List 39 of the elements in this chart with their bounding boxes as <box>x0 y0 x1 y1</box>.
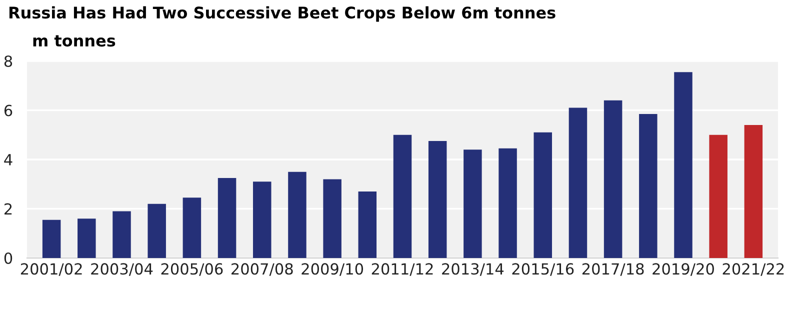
x-tick-label: 2003/04 <box>91 263 153 276</box>
bar <box>498 148 517 258</box>
bar <box>393 134 412 258</box>
bar <box>709 134 728 258</box>
bar <box>568 108 588 258</box>
bar <box>639 114 658 258</box>
bar <box>288 172 306 258</box>
x-tick-label: 2019/20 <box>652 263 714 276</box>
bar <box>112 211 131 258</box>
bar <box>182 198 202 258</box>
bar <box>534 132 552 258</box>
bar <box>464 150 482 258</box>
y-tick-label: 8 <box>4 55 12 68</box>
bar <box>253 182 272 258</box>
y-tick-label: 0 <box>4 252 12 264</box>
y-tick-label: 2 <box>4 203 12 215</box>
bar <box>218 178 236 258</box>
x-tick-label: 2017/18 <box>582 263 644 276</box>
chart-title: Russia Has Had Two Successive Beet Crops Below 6m tonnes <box>9 6 556 22</box>
bar <box>674 72 692 258</box>
bar <box>78 218 96 258</box>
bar <box>744 125 763 258</box>
bar <box>323 179 342 258</box>
x-tick-label: 2021/22 <box>722 263 784 276</box>
x-tick-label: 2009/10 <box>302 263 364 276</box>
bar <box>428 141 447 258</box>
y-tick-label: 6 <box>4 104 12 116</box>
y-tick-label: 4 <box>4 154 12 166</box>
x-tick-label: 2005/06 <box>161 263 223 276</box>
x-tick-label: 2011/12 <box>372 263 433 276</box>
bar <box>358 192 377 258</box>
x-tick-label: 2007/08 <box>232 263 293 276</box>
bar <box>148 204 166 258</box>
chart-subtitle: m tonnes <box>33 35 116 47</box>
x-tick-label: 2013/14 <box>442 263 504 276</box>
bar <box>42 220 61 258</box>
bar <box>604 100 622 258</box>
x-tick-label: 2001/02 <box>20 263 82 276</box>
x-tick-label: 2015/16 <box>512 263 574 276</box>
